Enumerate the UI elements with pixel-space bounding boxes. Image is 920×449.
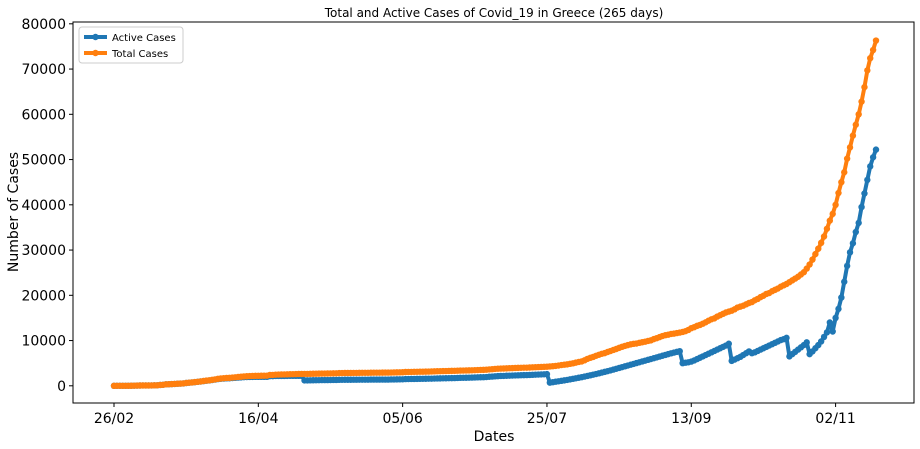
y-tick-label: 30000 <box>21 243 66 259</box>
point <box>872 146 880 153</box>
chart-title: Total and Active Cases of Covid_19 in Gr… <box>324 6 664 20</box>
point <box>861 190 868 197</box>
y-axis-label: Number of Cases <box>6 152 22 272</box>
point <box>543 370 551 378</box>
point <box>676 347 683 355</box>
x-tick-label: 25/07 <box>527 411 567 427</box>
point <box>835 189 842 197</box>
point <box>852 121 859 128</box>
x-tick-label: 05/06 <box>382 411 422 427</box>
point <box>829 328 836 335</box>
y-tick-label: 50000 <box>21 153 66 169</box>
point <box>852 228 859 236</box>
x-tick-label: 26/02 <box>94 411 134 427</box>
legend: Active Cases Total Cases <box>78 26 184 64</box>
legend-label: Active Cases <box>112 33 176 44</box>
point <box>812 250 819 258</box>
y-tick-label: 60000 <box>21 107 66 123</box>
point <box>846 249 854 256</box>
y-tick-label: 80000 <box>21 17 66 33</box>
point <box>864 67 871 74</box>
y-tick-label: 10000 <box>21 334 66 350</box>
series-markers <box>110 37 880 390</box>
point <box>835 305 842 313</box>
point <box>820 233 828 240</box>
point <box>809 256 816 263</box>
point <box>869 46 877 54</box>
point <box>843 155 851 162</box>
point <box>838 178 845 186</box>
point <box>855 111 862 118</box>
point <box>855 219 862 227</box>
point <box>843 262 851 270</box>
point <box>803 339 810 346</box>
y-tick-label: 40000 <box>21 198 66 214</box>
point <box>861 83 868 91</box>
legend-label: Total Cases <box>111 49 168 60</box>
y-tick-label: 70000 <box>21 62 66 78</box>
point <box>826 319 834 326</box>
x-tick-label: 02/11 <box>815 411 855 427</box>
point <box>867 54 874 62</box>
point <box>849 132 857 139</box>
point <box>846 144 854 151</box>
y-tick-label: 20000 <box>21 288 66 304</box>
point <box>829 210 836 218</box>
point <box>823 329 831 336</box>
point <box>872 37 880 44</box>
point <box>725 340 732 347</box>
point <box>823 225 831 232</box>
point <box>832 201 839 209</box>
point <box>838 294 845 301</box>
x-axis-label: Dates <box>474 429 515 445</box>
point <box>869 154 877 161</box>
point <box>841 169 848 176</box>
point <box>826 217 834 224</box>
point <box>783 334 790 342</box>
point <box>864 176 871 184</box>
x-tick-label: 16/04 <box>238 411 278 427</box>
point <box>858 98 865 105</box>
point <box>815 245 822 252</box>
legend-marker <box>92 33 99 41</box>
point <box>867 163 874 170</box>
point <box>849 240 857 247</box>
point <box>806 261 813 268</box>
y-tick-label: 0 <box>57 379 66 395</box>
point <box>832 314 839 322</box>
point <box>858 203 865 211</box>
legend-marker <box>92 49 99 57</box>
point <box>817 239 825 247</box>
point <box>841 278 848 285</box>
plot-area <box>72 21 915 404</box>
x-tick-label: 13/09 <box>671 411 711 427</box>
